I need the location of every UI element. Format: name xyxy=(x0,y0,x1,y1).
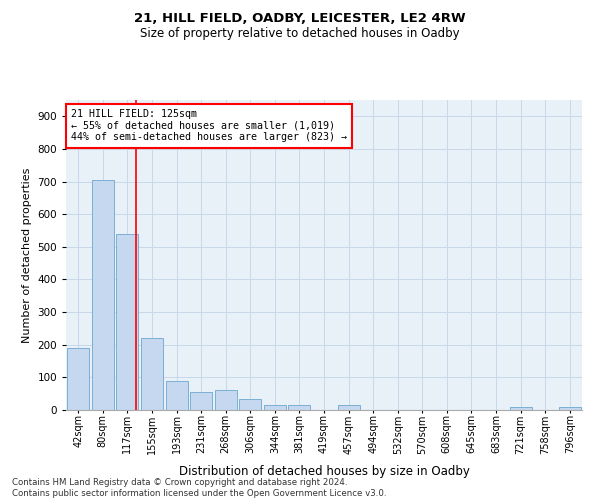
Text: Size of property relative to detached houses in Oadby: Size of property relative to detached ho… xyxy=(140,28,460,40)
Bar xyxy=(239,398,262,410)
Bar xyxy=(166,380,188,410)
Y-axis label: Number of detached properties: Number of detached properties xyxy=(22,168,32,342)
Text: 21, HILL FIELD, OADBY, LEICESTER, LE2 4RW: 21, HILL FIELD, OADBY, LEICESTER, LE2 4R… xyxy=(134,12,466,26)
Bar xyxy=(190,392,212,410)
Text: 21 HILL FIELD: 125sqm
← 55% of detached houses are smaller (1,019)
44% of semi-d: 21 HILL FIELD: 125sqm ← 55% of detached … xyxy=(71,110,347,142)
Text: Contains HM Land Registry data © Crown copyright and database right 2024.
Contai: Contains HM Land Registry data © Crown c… xyxy=(12,478,386,498)
Bar xyxy=(116,234,139,410)
Bar xyxy=(92,180,114,410)
Bar xyxy=(289,405,310,410)
Bar xyxy=(264,405,286,410)
Bar xyxy=(559,406,581,410)
X-axis label: Distribution of detached houses by size in Oadby: Distribution of detached houses by size … xyxy=(179,464,469,477)
Bar xyxy=(67,348,89,410)
Bar xyxy=(338,405,359,410)
Bar xyxy=(215,390,237,410)
Bar xyxy=(509,406,532,410)
Bar xyxy=(141,338,163,410)
